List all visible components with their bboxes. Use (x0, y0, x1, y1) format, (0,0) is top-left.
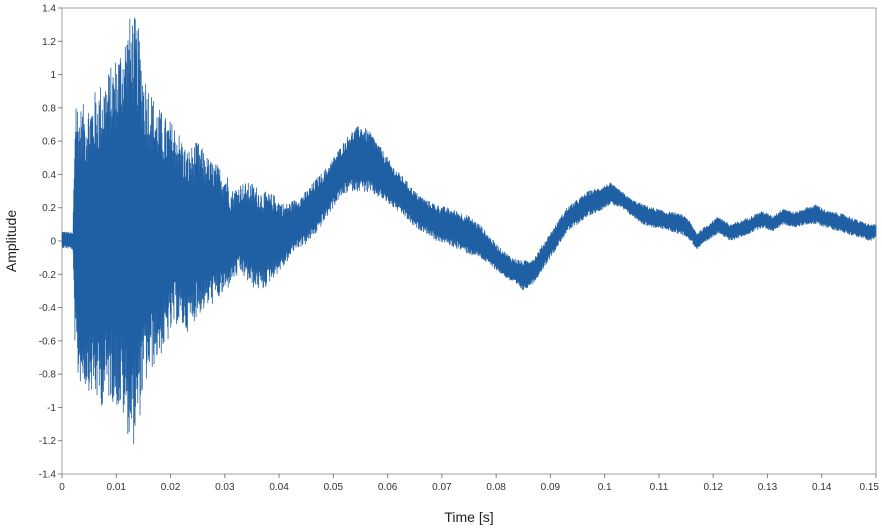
y-tick-label: -0.6 (39, 336, 57, 347)
x-axis-label: Time [s] (444, 509, 493, 525)
series-line (61, 17, 877, 445)
x-tick-label: 0.11 (650, 482, 669, 493)
y-tick-label: 1 (50, 70, 56, 81)
y-tick-label: -0.8 (39, 370, 57, 381)
x-tick-label: 0.08 (486, 482, 506, 493)
y-tick-label: 0 (50, 237, 56, 248)
y-axis-label: Amplitude (3, 210, 19, 272)
x-tick-label: 0.13 (758, 482, 778, 493)
x-tick-label: 0.03 (215, 482, 235, 493)
x-tick-label: 0.1 (598, 482, 612, 493)
y-tick-label: -1.4 (39, 470, 57, 481)
y-tick-label: 0.4 (42, 170, 56, 181)
x-tick-label: 0.15 (860, 482, 880, 493)
y-axis-ticks: -1.4 -1.2 -1 -0.8 -0.6 -0.4 -0.2 0 0.2 0.4 0.6 0.8 1… (39, 4, 62, 481)
x-tick-label: 0.04 (269, 482, 289, 493)
y-tick-label: 1.2 (42, 37, 56, 48)
x-tick-label: 0.01 (107, 482, 127, 493)
y-tick-label: -1 (47, 403, 56, 414)
x-tick-label: 0.05 (324, 482, 344, 493)
x-tick-label: 0.12 (703, 482, 723, 493)
x-tick-label: 0.14 (812, 482, 832, 493)
x-tick-label: 0.07 (432, 482, 452, 493)
x-tick-label: 0.02 (161, 482, 181, 493)
y-tick-label: 1.4 (42, 4, 56, 15)
x-tick-label: 0.06 (378, 482, 398, 493)
y-tick-label: 0.8 (42, 103, 56, 114)
x-axis-ticks: 0 0.01 0.02 0.03 0.04 0.05 0.06 0.07 0.08 0.09 0.1… (59, 474, 879, 493)
y-tick-label: 0.6 (42, 137, 56, 148)
y-tick-label: -0.4 (39, 303, 57, 314)
y-tick-label: -1.2 (39, 436, 57, 447)
y-tick-label: -0.2 (39, 270, 57, 281)
x-tick-label: 0 (59, 482, 65, 493)
y-tick-label: 0.2 (42, 203, 56, 214)
x-tick-label: 0.09 (541, 482, 561, 493)
